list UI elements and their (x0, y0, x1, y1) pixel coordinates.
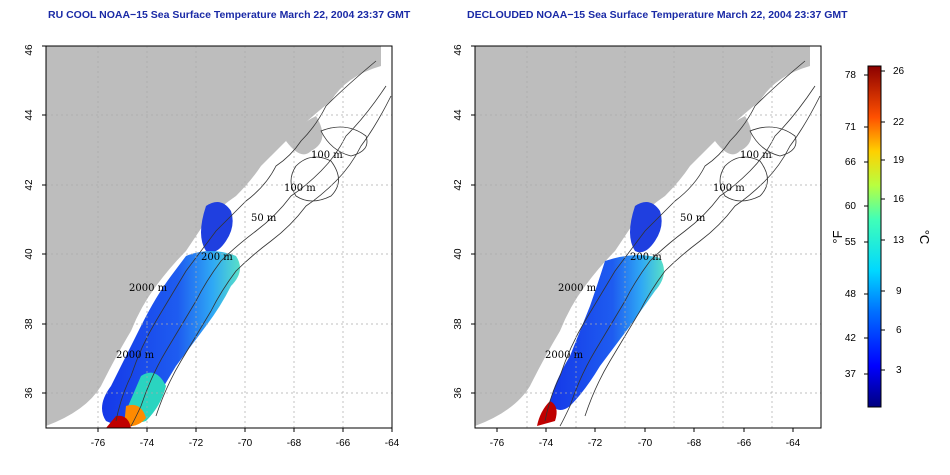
left-contour-label-2000m-a: 2000 m (129, 283, 168, 294)
right-lat-tick: 46 (453, 44, 464, 56)
right-gridlines (475, 46, 821, 428)
right-lon-tick: -70 (638, 438, 653, 449)
right-map-panel: 100 m 100 m 50 m 200 m 2000 m 2000 m (474, 45, 822, 429)
colorbar-f-ticks (864, 74, 868, 375)
right-lat-tick: 36 (453, 387, 464, 399)
left-lon-axis: -76 -74 -72 -70 -68 -66 -64 (91, 428, 400, 449)
left-contour-label-2000m-b: 2000 m (116, 350, 155, 361)
right-lon-axis: -76 -74 -72 -70 -68 -66 -64 (490, 428, 801, 449)
colorbar-f-label: 37 (845, 369, 857, 380)
colorbar-unit-celsius: °C (917, 230, 932, 245)
colorbar-f-label: 60 (845, 201, 857, 212)
left-contour-label-100m-b: 100 m (284, 183, 316, 194)
right-lon-tick: -74 (539, 438, 554, 449)
left-lat-axis: 36 38 40 42 44 46 (24, 44, 46, 399)
left-lon-tick: -70 (238, 438, 253, 449)
right-lat-tick: 40 (453, 248, 464, 260)
colorbar: 78 71 66 60 55 48 42 37 26 22 19 16 13 9… (830, 65, 932, 408)
colorbar-f-label: 78 (845, 70, 857, 81)
colorbar-unit-fahrenheit: °F (830, 230, 845, 243)
right-contour-label-2000m-a: 2000 m (558, 283, 597, 294)
colorbar-f-label: 48 (845, 289, 857, 300)
right-lon-tick: -76 (490, 438, 505, 449)
colorbar-c-label: 16 (893, 194, 905, 205)
right-contour-label-100m-b: 100 m (713, 183, 745, 194)
colorbar-c-label: 9 (896, 286, 902, 297)
left-lat-tick: 42 (24, 179, 35, 191)
left-lon-tick: -66 (336, 438, 351, 449)
right-contour-label-50m: 50 m (680, 213, 706, 224)
colorbar-f-label: 42 (845, 333, 857, 344)
right-lon-tick: -64 (786, 438, 801, 449)
left-contour-label-50m: 50 m (251, 213, 277, 224)
right-lon-tick: -72 (588, 438, 603, 449)
right-contour-label-100m-a: 100 m (740, 150, 772, 161)
left-lat-tick: 46 (24, 44, 35, 56)
left-lon-tick: -74 (140, 438, 155, 449)
right-contour-label-200m: 200 m (630, 252, 662, 263)
colorbar-f-label: 66 (845, 157, 857, 168)
colorbar-f-label: 71 (845, 122, 857, 133)
colorbar-c-label: 19 (893, 155, 905, 166)
left-lon-tick: -76 (91, 438, 106, 449)
left-map-panel: 100 m 100 m 50 m 200 m 2000 m 2000 m (45, 45, 393, 429)
left-lat-tick: 44 (24, 109, 35, 121)
left-contour-label-100m-a: 100 m (311, 150, 343, 161)
right-lat-axis: 36 38 40 42 44 46 (453, 44, 475, 399)
right-lat-tick: 42 (453, 179, 464, 191)
right-panel-title: DECLOUDED NOAA−15 Sea Surface Temperatur… (467, 9, 848, 21)
colorbar-c-label: 13 (893, 235, 905, 246)
colorbar-c-label: 22 (893, 117, 905, 128)
colorbar-c-label: 6 (896, 325, 902, 336)
left-lon-tick: -72 (189, 438, 204, 449)
right-contour-label-2000m-b: 2000 m (545, 350, 584, 361)
right-lat-tick: 44 (453, 109, 464, 121)
right-lat-tick: 38 (453, 318, 464, 330)
colorbar-c-label: 3 (896, 365, 902, 376)
colorbar-c-ticks (881, 70, 885, 371)
left-gridlines (46, 46, 392, 428)
left-panel-title: RU COOL NOAA−15 Sea Surface Temperature … (48, 9, 411, 21)
colorbar-c-label: 26 (893, 66, 905, 77)
left-lat-tick: 40 (24, 248, 35, 260)
right-lon-tick: -68 (687, 438, 702, 449)
left-lat-tick: 38 (24, 318, 35, 330)
right-map-frame (474, 45, 822, 429)
right-lon-tick: -66 (737, 438, 752, 449)
left-lon-tick: -68 (287, 438, 302, 449)
left-contour-label-200m: 200 m (201, 252, 233, 263)
left-lon-tick: -64 (385, 438, 400, 449)
colorbar-gradient (867, 65, 882, 408)
left-lat-tick: 36 (24, 387, 35, 399)
left-map-frame (45, 45, 393, 429)
colorbar-f-label: 55 (845, 237, 857, 248)
